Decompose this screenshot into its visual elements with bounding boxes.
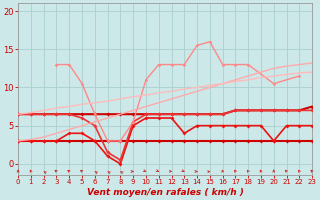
X-axis label: Vent moyen/en rafales ( km/h ): Vent moyen/en rafales ( km/h ) [87,188,244,197]
